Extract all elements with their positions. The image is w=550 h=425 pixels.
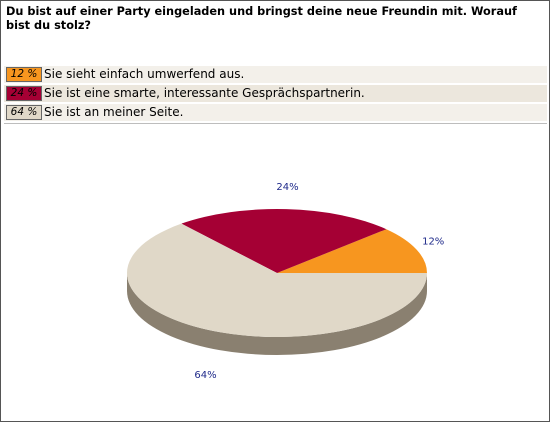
answer-label: Sie ist an meiner Seite. <box>44 105 184 119</box>
pie-slice <box>277 229 428 273</box>
pie-chart-area: 12% 24% 64% <box>4 123 547 420</box>
answer-percent-badge: 12 % <box>6 67 42 82</box>
poll-question: Du bist auf einer Party eingeladen und b… <box>6 5 517 32</box>
pie-slice <box>181 209 387 273</box>
answer-label: Sie sieht einfach umwerfend aus. <box>44 67 245 81</box>
answer-percent-badge: 64 % <box>6 105 42 120</box>
pie-slice-label: 64% <box>194 370 216 381</box>
pie-slice-label: 12% <box>422 236 444 247</box>
answer-label: Sie ist eine smarte, interessante Gesprä… <box>44 86 365 100</box>
answer-row: 24 % Sie ist eine smarte, interessante G… <box>4 85 547 102</box>
pie-slice <box>127 223 427 337</box>
pie-slice-label: 24% <box>276 182 298 193</box>
answer-row: 12 % Sie sieht einfach umwerfend aus. <box>4 66 547 83</box>
pie-chart: 12% 24% 64% <box>127 182 444 381</box>
answer-row: 64 % Sie ist an meiner Seite. <box>4 104 547 121</box>
answer-percent-badge: 24 % <box>6 86 42 101</box>
pie-side-wall <box>127 273 427 355</box>
